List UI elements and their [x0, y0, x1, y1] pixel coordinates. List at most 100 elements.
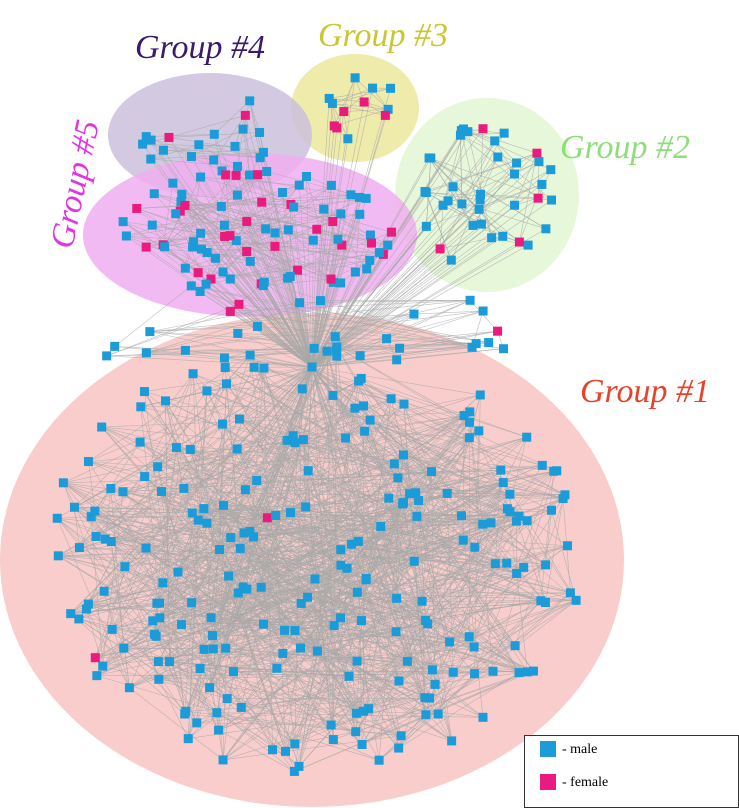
- node: [180, 345, 190, 355]
- edge: [314, 313, 415, 349]
- edge: [129, 687, 224, 761]
- node: [351, 727, 361, 737]
- edge: [95, 653, 283, 658]
- node: [245, 170, 255, 180]
- node: [145, 327, 155, 337]
- edge: [74, 506, 546, 566]
- edge: [225, 563, 496, 649]
- node: [329, 621, 339, 631]
- node: [238, 124, 248, 134]
- node: [240, 485, 250, 495]
- node: [356, 616, 366, 626]
- node: [396, 731, 406, 741]
- edge: [235, 175, 313, 368]
- edge: [155, 636, 332, 726]
- edge: [378, 713, 439, 761]
- node: [392, 355, 402, 365]
- node: [235, 543, 245, 553]
- edge: [162, 183, 174, 245]
- edge: [265, 228, 313, 368]
- edge: [460, 135, 539, 199]
- edge: [94, 510, 367, 579]
- edge: [356, 564, 546, 662]
- edge: [177, 366, 313, 573]
- edge: [165, 400, 170, 662]
- node: [186, 152, 196, 162]
- edge: [225, 480, 257, 649]
- edge: [263, 623, 335, 626]
- node: [368, 83, 378, 93]
- edge: [175, 213, 194, 242]
- node: [464, 433, 474, 443]
- edge: [159, 602, 332, 726]
- node: [165, 657, 175, 667]
- node: [420, 693, 430, 703]
- edge: [299, 302, 313, 368]
- edge: [240, 548, 524, 568]
- edge: [330, 526, 382, 726]
- edge: [185, 261, 251, 269]
- node: [232, 444, 242, 454]
- edge: [88, 603, 214, 650]
- edge: [58, 549, 220, 557]
- edge: [308, 470, 517, 574]
- edge: [356, 563, 496, 714]
- edge: [222, 735, 402, 761]
- edge: [361, 592, 571, 745]
- node: [188, 237, 198, 247]
- node: [285, 271, 295, 281]
- edge: [158, 678, 210, 688]
- edge: [57, 518, 158, 604]
- edge: [149, 331, 313, 368]
- edge: [418, 500, 496, 564]
- edge: [396, 545, 568, 599]
- edge: [431, 471, 436, 685]
- edge: [311, 184, 543, 368]
- node: [484, 338, 494, 348]
- edge: [191, 128, 244, 157]
- node: [183, 734, 193, 744]
- edge: [469, 422, 494, 672]
- node: [383, 240, 393, 250]
- node: [522, 516, 532, 526]
- edge: [463, 415, 577, 601]
- node: [499, 344, 509, 354]
- node: [224, 571, 234, 581]
- node: [221, 170, 231, 180]
- edge: [205, 174, 226, 285]
- node: [335, 613, 345, 623]
- edge: [261, 201, 333, 222]
- edge: [184, 713, 402, 737]
- edge: [221, 206, 372, 244]
- edge: [345, 437, 470, 637]
- edge: [94, 510, 364, 712]
- edge: [311, 236, 503, 368]
- node: [435, 244, 445, 254]
- edge: [123, 647, 214, 650]
- node: [245, 256, 255, 266]
- node: [215, 544, 225, 554]
- node: [168, 178, 178, 188]
- edge: [415, 492, 517, 522]
- node: [188, 242, 198, 252]
- node: [310, 574, 320, 584]
- edge: [191, 285, 473, 348]
- node: [476, 219, 486, 229]
- node: [465, 417, 475, 427]
- node: [231, 236, 241, 246]
- edge: [102, 491, 124, 667]
- node: [66, 609, 76, 619]
- node: [234, 299, 244, 309]
- edge: [190, 383, 227, 450]
- edge: [494, 140, 515, 175]
- node: [470, 669, 480, 679]
- edge: [311, 346, 473, 368]
- node: [430, 679, 440, 689]
- edge: [294, 670, 534, 772]
- edge: [235, 175, 372, 244]
- edge: [58, 555, 285, 631]
- edge: [185, 347, 400, 351]
- node: [216, 201, 226, 211]
- edge: [110, 488, 362, 621]
- node: [100, 534, 110, 544]
